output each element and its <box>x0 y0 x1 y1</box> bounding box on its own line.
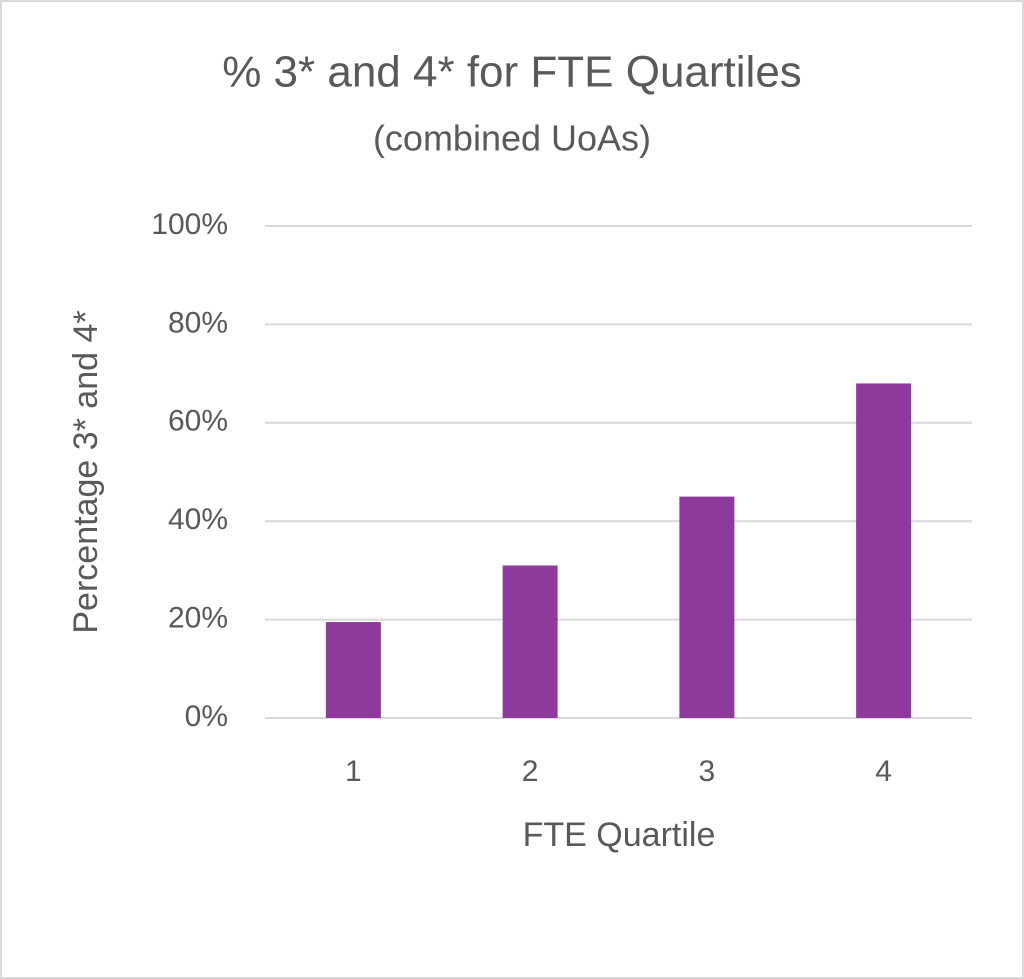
bar <box>502 565 558 718</box>
x-tick-label: 2 <box>522 755 539 788</box>
x-axis-title: FTE Quartile <box>523 816 716 854</box>
x-tick-label: 4 <box>875 755 892 788</box>
chart-subtitle: (combined UoAs) <box>373 118 651 159</box>
y-tick-label: 0% <box>185 700 228 733</box>
y-tick-label: 40% <box>168 503 228 536</box>
chart-title: % 3* and 4* for FTE Quartiles <box>222 48 802 97</box>
y-axis-title: Percentage 3* and 4* <box>67 310 105 633</box>
bar <box>679 496 735 718</box>
y-tick-label: 20% <box>168 602 228 635</box>
x-tick-label: 3 <box>699 755 716 788</box>
bar <box>856 383 912 718</box>
x-tick-label: 1 <box>345 755 362 788</box>
y-tick-label: 80% <box>168 306 228 339</box>
bar <box>325 622 381 718</box>
y-tick-label: 100% <box>151 208 228 241</box>
y-tick-label: 60% <box>168 405 228 438</box>
